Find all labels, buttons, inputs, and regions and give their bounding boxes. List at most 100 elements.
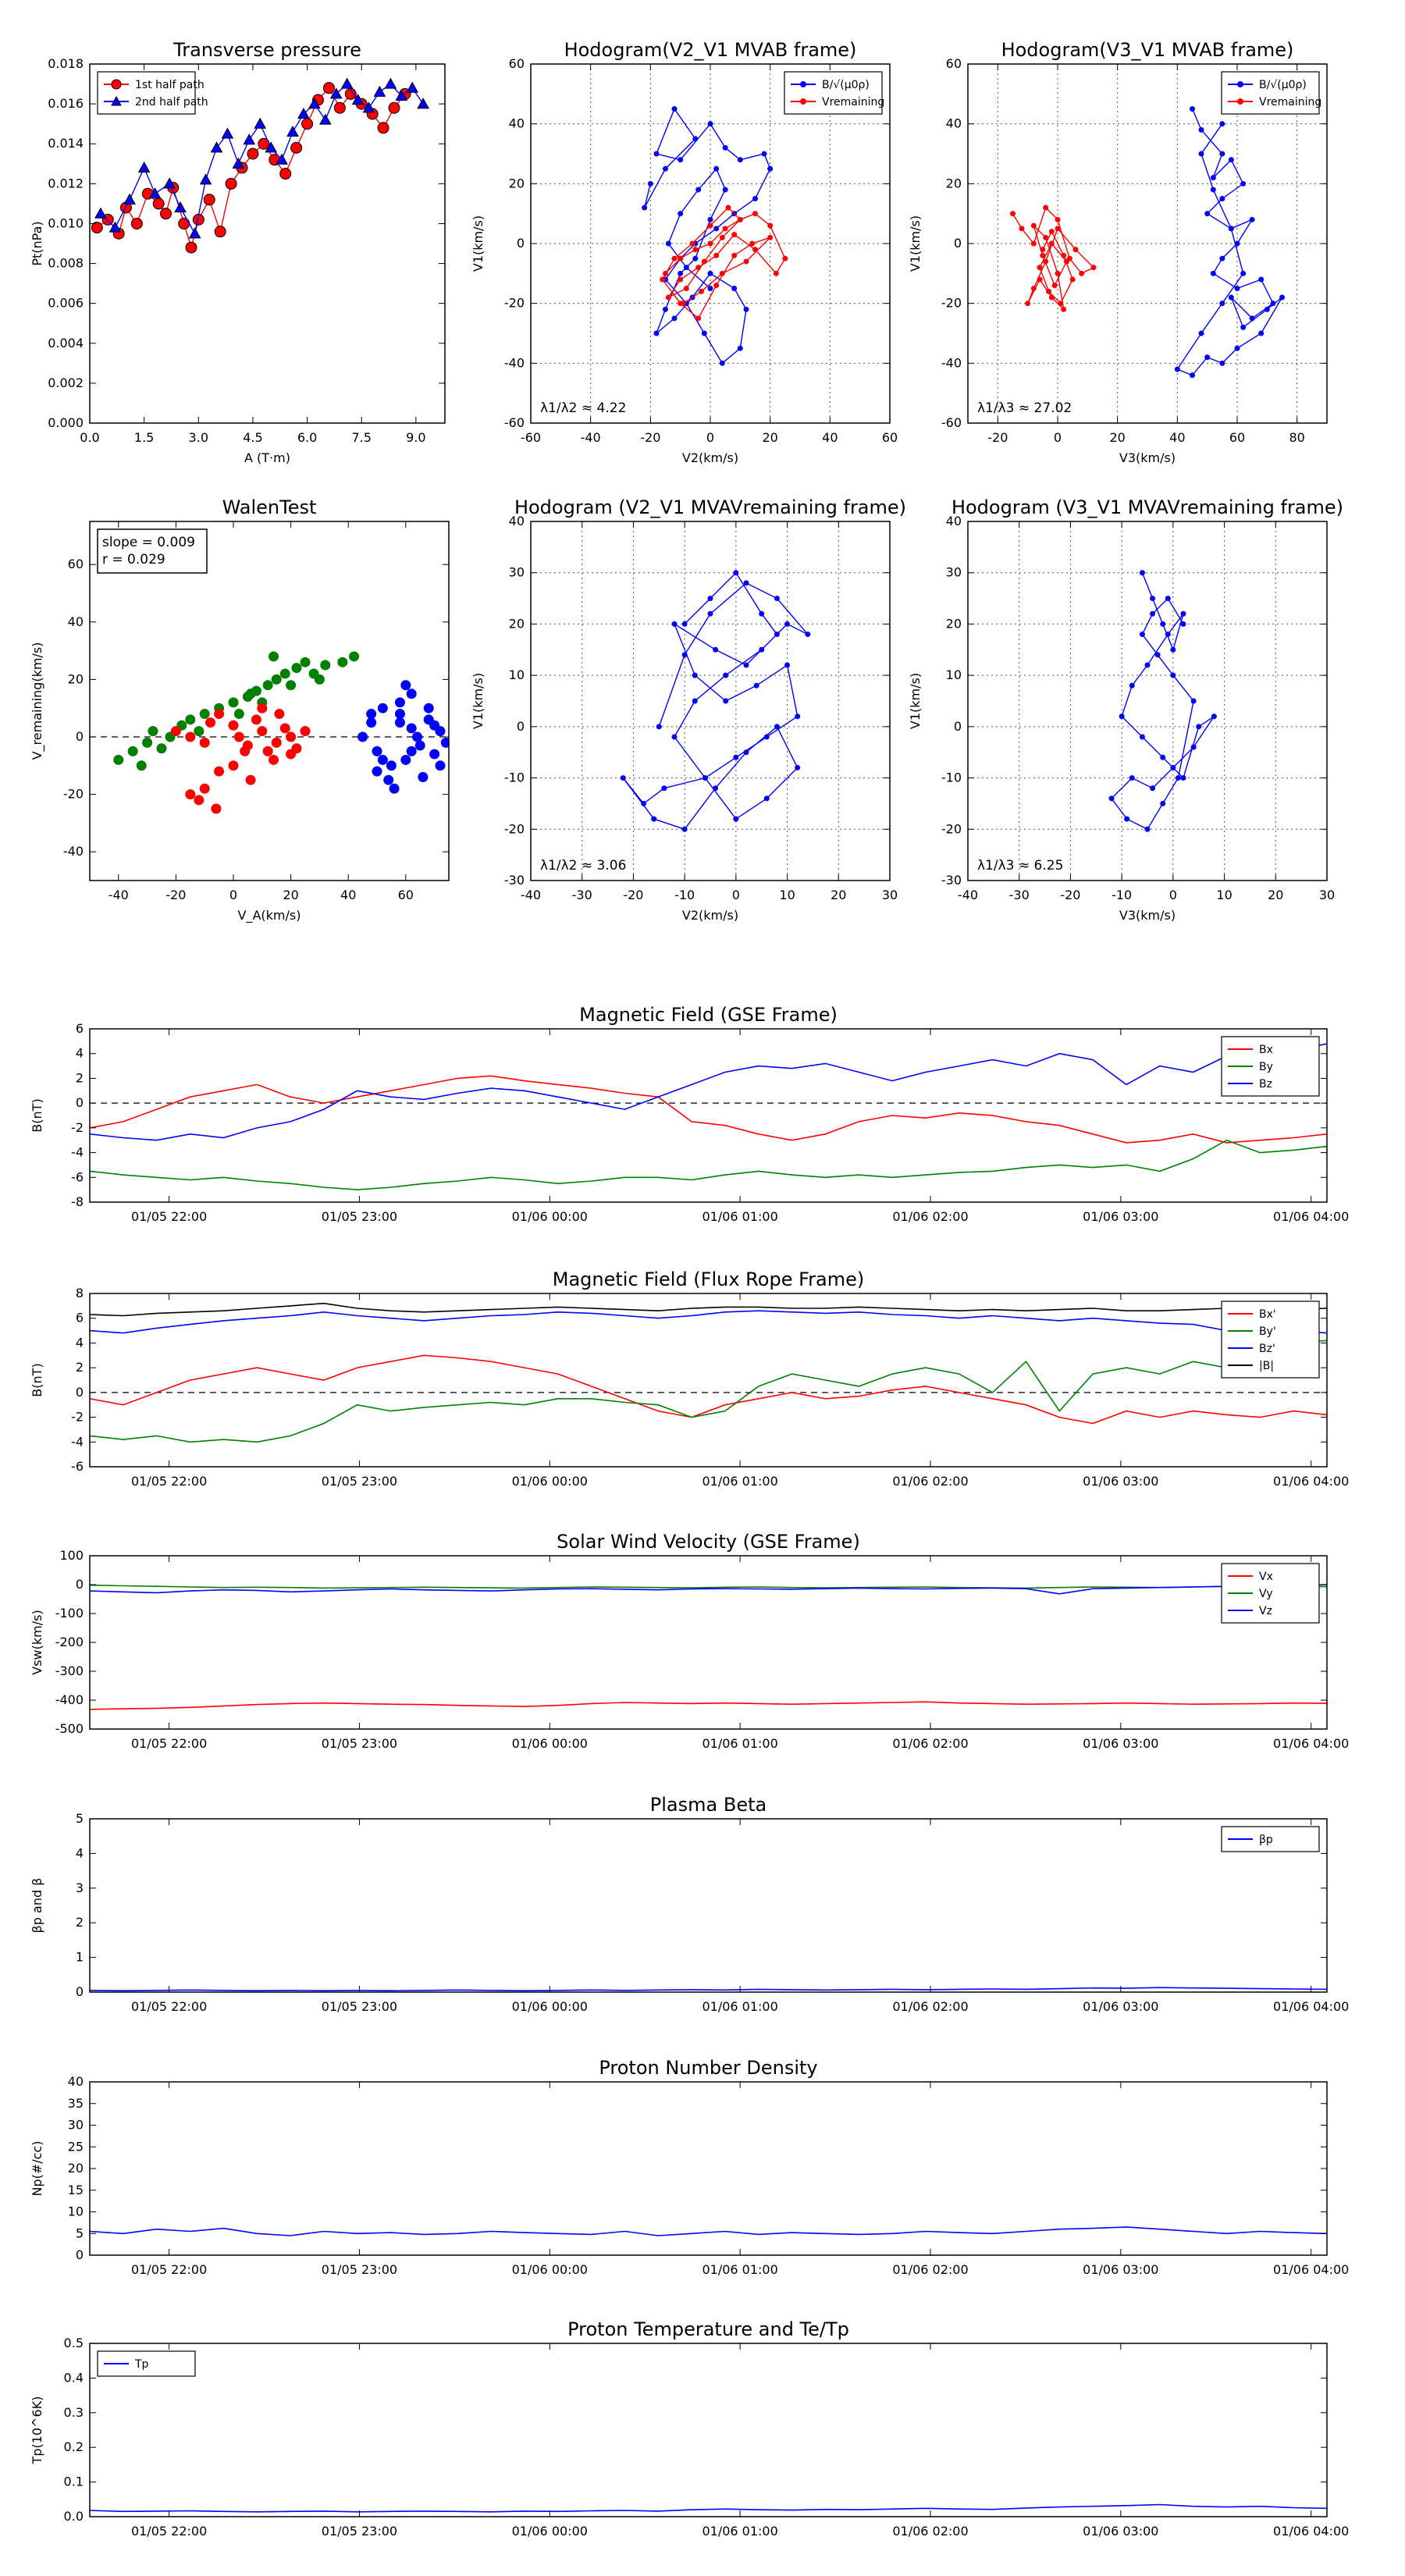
x-tick-label: -20	[623, 888, 643, 902]
data-point	[357, 731, 368, 742]
data-point	[713, 165, 720, 172]
series-Vz	[90, 1584, 1327, 1595]
x-tick-label: -40	[958, 888, 978, 902]
data-point	[377, 703, 388, 713]
data-point	[329, 87, 343, 99]
x-tick-label: 01/06 02:00	[892, 2524, 968, 2539]
data-point	[695, 187, 702, 193]
y-tick-label: 2	[76, 1360, 84, 1375]
data-point	[130, 217, 143, 229]
y-tick-label: -40	[941, 355, 962, 370]
data-point	[681, 652, 688, 658]
chart-hodo3: -40 -30 -20 -10 0 10 20 30-30-20-10010203040Hod…	[471, 496, 906, 923]
legend-marker	[111, 95, 122, 106]
x-tick-label: -40	[521, 888, 541, 902]
data-point	[678, 157, 684, 163]
data-point	[774, 724, 780, 730]
x-tick-label: 30	[1319, 888, 1335, 902]
x-tick-label: 0	[1054, 430, 1062, 445]
data-point	[641, 800, 647, 806]
y-tick-label: 20	[946, 616, 962, 631]
data-point	[782, 255, 788, 262]
x-tick-label: 0	[732, 888, 740, 902]
x-tick-label: -20	[640, 430, 660, 445]
plot-area	[90, 1302, 1327, 1443]
data-point	[1234, 240, 1240, 247]
y-tick-label: -20	[941, 821, 962, 836]
data-point	[1270, 301, 1276, 307]
data-point	[1249, 315, 1255, 322]
data-point	[349, 651, 360, 662]
legend-label: 1st half path	[135, 79, 205, 91]
chart-hodo1: -60 -40 -20 0 20 40 60 -60 -40 -20 0 20 40 60 Hodogram…	[471, 39, 898, 465]
data-point	[1051, 283, 1058, 289]
plot-area	[91, 77, 429, 254]
data-point	[1258, 330, 1264, 336]
x-tick-label: 20	[762, 430, 777, 445]
plot-area	[90, 1584, 1327, 1710]
data-point	[719, 234, 725, 240]
data-point	[394, 717, 405, 728]
y-tick-label: -40	[63, 844, 84, 859]
y-tick-label: 60	[946, 56, 962, 71]
data-point	[1072, 247, 1079, 253]
x-tick-label: 01/06 01:00	[702, 1474, 777, 1489]
data-point	[174, 201, 187, 213]
data-point	[731, 232, 738, 237]
data-point	[773, 270, 779, 276]
legend-marker	[1237, 98, 1243, 105]
legend-label: 2nd half path	[135, 96, 208, 109]
series-line	[90, 1310, 1327, 1344]
series-blue	[357, 680, 449, 794]
x-tick-label: 80	[1289, 430, 1304, 445]
data-point	[692, 136, 699, 142]
x-tick-label: 20	[1109, 430, 1125, 445]
data-point	[1043, 258, 1049, 265]
data-point	[247, 148, 259, 160]
data-point	[127, 745, 138, 756]
data-point	[1048, 240, 1055, 247]
legend-label: B/√(μ0ρ)	[1259, 79, 1307, 91]
x-axis-label: V_A(km/s)	[238, 908, 301, 923]
plot-area	[642, 106, 788, 366]
data-point	[1061, 306, 1067, 312]
series-line	[90, 1584, 1327, 1595]
data-point	[1240, 270, 1247, 276]
x-tick-label: 01/06 02:00	[892, 1474, 968, 1489]
y-tick-label: -2	[71, 1120, 84, 1135]
data-point	[683, 286, 689, 291]
data-point	[240, 745, 251, 756]
data-point	[1219, 360, 1225, 366]
series-Bz'	[90, 1310, 1327, 1344]
y-axis-label: Tp(10^6K)	[30, 2396, 44, 2465]
data-point	[232, 157, 245, 169]
data-point	[152, 197, 165, 210]
data-point	[388, 101, 400, 114]
legend-label: Vy	[1259, 1588, 1273, 1600]
axes-frame	[89, 63, 446, 424]
y-tick-label: 1	[76, 1950, 84, 1965]
data-point	[199, 783, 210, 794]
y-tick-label: 0.2	[64, 2439, 84, 2454]
data-point	[753, 682, 759, 688]
y-tick-label: 60	[509, 56, 525, 71]
y-tick-label: 5	[76, 2226, 84, 2240]
y-tick-label: -6	[71, 1169, 84, 1184]
data-point	[1139, 570, 1145, 576]
data-point	[351, 93, 365, 105]
legend-label: Bx'	[1259, 1308, 1276, 1321]
data-point	[384, 77, 397, 89]
x-tick-label: 01/05 22:00	[131, 2524, 207, 2539]
x-tick-label: 01/06 00:00	[512, 1736, 588, 1751]
data-point	[228, 760, 239, 771]
y-tick-label: 0	[76, 2247, 84, 2262]
data-point	[763, 734, 770, 740]
data-point	[137, 161, 151, 173]
y-tick-label: 40	[68, 2074, 84, 2089]
data-point	[148, 187, 162, 199]
axes-frame	[967, 521, 1328, 881]
data-point	[1175, 775, 1181, 781]
data-point	[203, 194, 215, 206]
data-point	[663, 165, 668, 172]
y-tick-label: -200	[55, 1635, 84, 1649]
